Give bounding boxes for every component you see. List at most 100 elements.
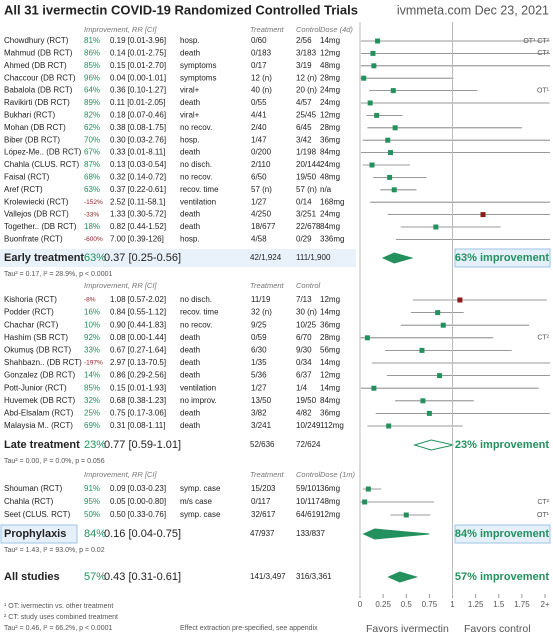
summary-treatment: 52/636 (250, 440, 275, 449)
study-outcome: hosp. (180, 36, 200, 45)
study-control: 12 (n) (296, 73, 317, 82)
study-control: 1/198 (296, 148, 317, 157)
summary-rr: 0.37 [0.25-0.56] (104, 252, 181, 264)
study-treatment: 0/183 (251, 49, 272, 58)
summary-name: All studies (4, 571, 60, 583)
study-improvement: 62% (84, 123, 100, 132)
study-improvement: -197% (84, 360, 103, 367)
effect-marker (374, 112, 380, 118)
study-name: Chachar (RCT) (4, 320, 59, 329)
study-rr: 0.82 [0.44-1.52] (110, 222, 166, 231)
study-dose: 168mg (320, 197, 344, 206)
study-note: CT² (537, 499, 549, 506)
study-outcome: symp. case (180, 484, 221, 493)
study-name: Hashim (SB RCT) (4, 333, 68, 342)
summary-diamond (381, 252, 414, 264)
column-header: Dose (4d) (320, 25, 353, 34)
study-improvement: 64% (84, 86, 100, 95)
chart-title: All 31 ivermectin COVID-19 Randomized Co… (4, 2, 358, 17)
summary-improvement: 63% (84, 252, 106, 264)
study-name: Biber (DB RCT) (4, 135, 60, 144)
study-rr: 0.30 [0.03-2.76] (110, 135, 166, 144)
source: ivmmeta.com Dec 23, 2021 (397, 3, 549, 17)
summary-diamond (362, 528, 430, 540)
study-treatment: 18/677 (251, 222, 276, 231)
footnote: ² CT: study uses combined treatment (4, 614, 118, 621)
study-outcome: death (180, 333, 200, 342)
study-rr: 0.09 [0.03-0.23] (110, 484, 166, 493)
effect-marker (361, 75, 367, 81)
study-dose: 28mg (320, 123, 340, 132)
study-treatment: 0/200 (251, 148, 272, 157)
study-name: Shouman (RCT) (4, 484, 63, 493)
summary-improvement: 84% (84, 528, 106, 540)
study-name: Faisal (RCT) (4, 173, 50, 182)
study-note: OT¹ CT² (523, 38, 549, 45)
study-dose: 48mg (320, 173, 340, 182)
plot-area (360, 38, 550, 583)
footnote: ¹ OT: ivermectin vs. other treatment (4, 603, 113, 610)
study-treatment: 4/58 (251, 235, 267, 244)
study-name: Ravikirti (DB RCT) (4, 98, 70, 107)
study-control: 6/45 (296, 123, 312, 132)
study-control: 6/37 (296, 371, 312, 380)
column-header: Control (296, 281, 321, 290)
effect-marker (440, 322, 446, 328)
study-name: Chowdhury (RCT) (4, 36, 69, 45)
study-name: Bukhari (RCT) (4, 111, 55, 120)
study-control: 22/678 (296, 222, 321, 231)
study-outcome: death (180, 49, 200, 58)
summary-improvement: 23% (84, 439, 106, 451)
study-improvement: 67% (84, 148, 100, 157)
study-treatment: 4/41 (251, 111, 267, 120)
column-header: Treatment (250, 470, 285, 479)
study-treatment: 4/250 (251, 210, 272, 219)
study-outcome: death (180, 409, 200, 418)
summary-control: 72/624 (296, 440, 321, 449)
study-dose: 48mg (320, 497, 340, 506)
study-rr: 1.08 [0.57-2.02] (110, 295, 166, 304)
summary-improvement: 57% (84, 571, 106, 583)
study-control: 20/144 (296, 160, 321, 169)
study-rr: 2.97 [0.13-70.5] (110, 358, 166, 367)
summary-result: 84% improvement (455, 528, 549, 540)
x-label-right: Favors control (464, 623, 531, 635)
effect-marker (390, 88, 396, 94)
heterogeneity: Tau² = 0.00, I² = 0.0%, p = 0.056 (4, 458, 105, 465)
study-improvement: -33% (84, 211, 99, 218)
study-improvement: 85% (84, 383, 100, 392)
summary-name: Late treatment (4, 439, 80, 451)
column-header: Improvement, RR [CI] (84, 470, 157, 479)
study-improvement: 63% (84, 185, 100, 194)
study-dose: 14mg (320, 358, 340, 367)
study-improvement: 69% (84, 421, 100, 430)
study-outcome: death (180, 346, 200, 355)
study-improvement: 96% (84, 73, 100, 82)
column-header: Treatment (250, 25, 285, 34)
study-control: 4/82 (296, 409, 312, 418)
study-outcome: hosp. (180, 135, 200, 144)
column-header: Improvement, RR [CI] (84, 25, 157, 34)
study-control: 3/42 (296, 135, 312, 144)
study-treatment: 0/17 (251, 61, 267, 70)
summary-diamond (387, 571, 419, 583)
result-box (454, 524, 551, 544)
study-control: 59/101 (296, 484, 321, 493)
study-outcome: no recov. (180, 320, 212, 329)
x-tick-label: 0.75 (422, 600, 438, 609)
study-improvement: 81% (84, 36, 100, 45)
x-tick-label: 0.5 (401, 600, 413, 609)
study-control: 19/50 (296, 396, 317, 405)
study-treatment: 2/40 (251, 123, 267, 132)
effect-marker (369, 162, 375, 168)
study-treatment: 40 (n) (251, 86, 272, 95)
study-rr: 1.33 [0.30-5.72] (110, 210, 166, 219)
study-name: Seet (CLUS. RCT) (4, 510, 71, 519)
study-outcome: ventilation (180, 197, 216, 206)
study-outcome: death (180, 98, 200, 107)
study-treatment: 3/82 (251, 409, 267, 418)
x-tick-label: 2+ (540, 600, 549, 609)
study-treatment: 11/19 (251, 295, 271, 304)
study-control: 9/30 (296, 346, 312, 355)
effect-marker (371, 63, 377, 69)
